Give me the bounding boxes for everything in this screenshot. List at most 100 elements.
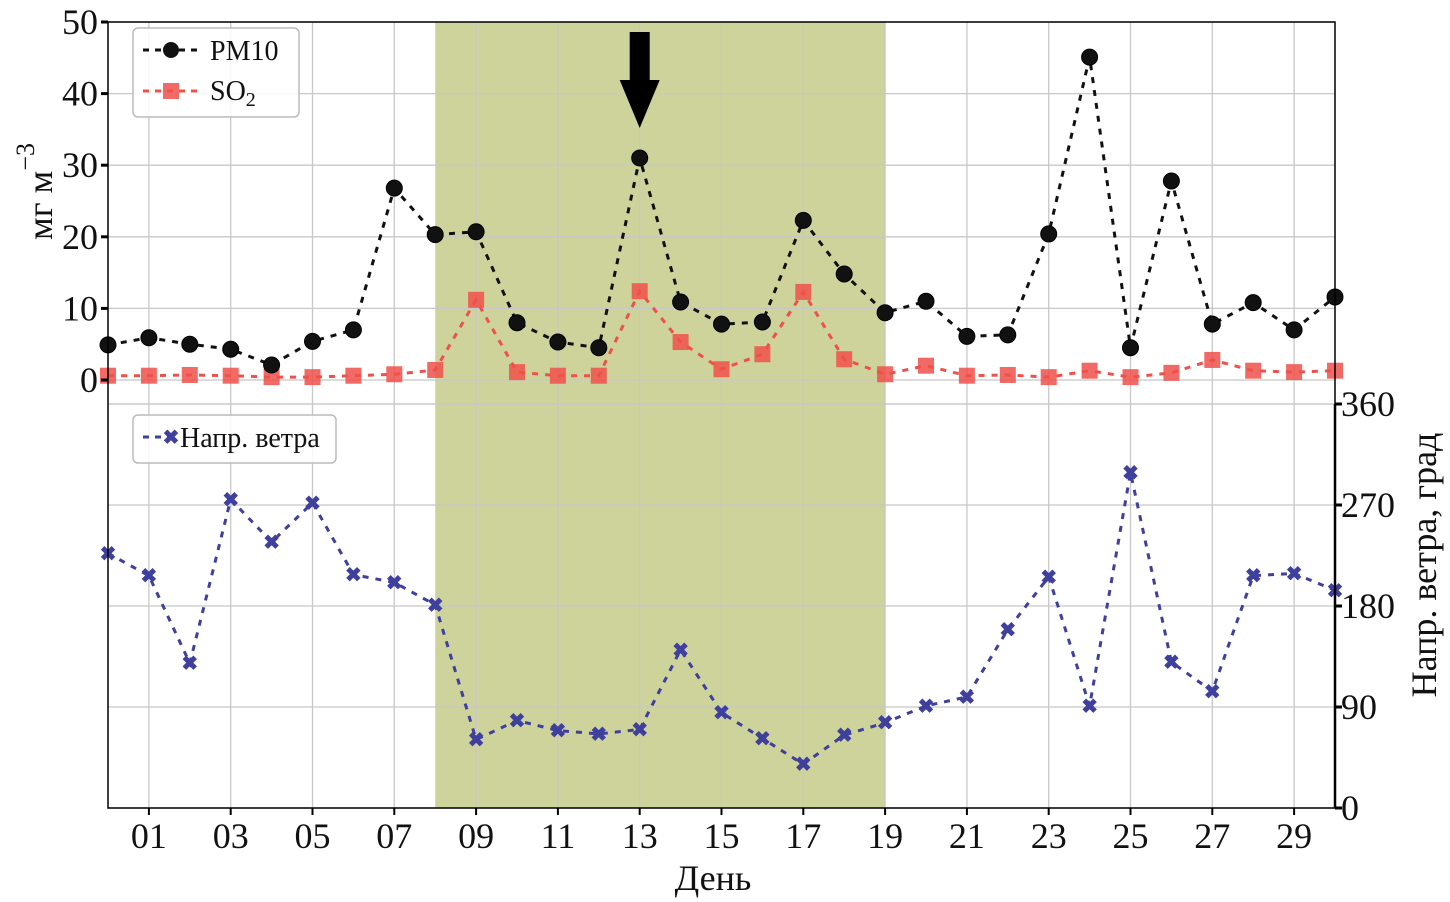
so2-point [1122,369,1139,386]
wind-point: ✖ [1204,681,1221,703]
wind-point: ✖ [222,489,239,511]
wind-point: ✖ [918,696,935,718]
x-tick-label: 05 [295,816,331,856]
wind-point: ✖ [877,713,894,735]
so2-point [222,367,239,384]
right-y-tick-label: 0 [1341,788,1359,828]
top-y-tick-label: 30 [62,145,98,185]
so2-point [1040,369,1057,386]
wind-point: ✖ [590,724,607,746]
wind-point: ✖ [141,566,158,588]
x-tick-label: 11 [541,816,576,856]
wind-point: ✖ [959,687,976,709]
highlight-span [435,22,886,808]
arrow-annotation [619,32,660,128]
wind-point: ✖ [754,728,771,750]
wind-point: ✖ [550,721,567,743]
pm10-point [344,321,362,339]
pm10-point [999,326,1017,344]
pm10-point [1244,294,1262,312]
pm10-point [958,327,976,345]
x-tick-label: 27 [1194,816,1230,856]
x-tick-label: 01 [131,816,167,856]
legend-top: PM10 SO2 [132,27,300,118]
so2-point [672,334,689,351]
wind-point: ✖ [386,572,403,594]
wind-point: ✖ [1163,652,1180,674]
so2-point [713,361,730,378]
wind-point: ✖ [1122,462,1139,484]
wind-point: ✖ [1081,696,1098,718]
so2-point [1286,364,1303,381]
so2-point [836,351,853,368]
x-tick-label: 09 [458,816,494,856]
x-tick-label: 25 [1113,816,1149,856]
x-tick-label: 23 [1031,816,1067,856]
so2-point [386,366,403,383]
so2-point [999,366,1016,383]
wind-point: ✖ [345,565,362,587]
legend-bottom: ✖ Напр. ветра [132,414,337,464]
pm10-point [385,179,403,197]
so2-point [1245,362,1262,379]
legend-so2: SO2 [210,76,256,111]
pm10-point [835,265,853,283]
wind-point: ✖ [1286,563,1303,585]
x-tick-label: 03 [213,816,249,856]
pm10-point [222,340,240,358]
so2-point [181,366,198,383]
so2-point [590,367,607,384]
wind-point: ✖ [999,620,1016,642]
so2-point [631,283,648,300]
wind-point: ✖ [836,725,853,747]
wind-point: ✖ [713,703,730,725]
top-y-tick-label: 40 [62,74,98,114]
wind-point: ✖ [304,493,321,515]
right-y-tick-label: 180 [1341,586,1395,626]
arrow-icon [619,32,660,128]
wind-point: ✖ [1245,566,1262,588]
pm10-point [794,211,812,229]
pm10-point [876,304,894,322]
x-tick-label: 17 [785,816,821,856]
so2-point [754,346,771,363]
pm10-point [1203,315,1221,333]
pm10-point [713,315,730,333]
right-y-tick-label: 360 [1341,384,1395,424]
pm10-point [590,339,608,357]
pm10-point [753,313,771,331]
so2-point [958,367,975,384]
x-tick-label: 29 [1276,816,1312,856]
so2-point [1081,362,1098,379]
pm10-point [917,292,935,310]
pm10-point [1285,321,1303,339]
so2-point [795,283,812,300]
right-y-axis-label: Напр. ветра, град [1404,433,1444,698]
wind-point: ✖ [672,640,689,662]
pm10-point [1081,48,1099,66]
so2-point [918,357,934,374]
pm10-point [1162,172,1180,190]
so2-point [468,291,485,308]
pm10-point [181,335,199,353]
so2-point [140,367,157,384]
highlight-rect [435,22,886,808]
wind-point: ✖ [468,730,485,752]
x-axis-label: День [675,858,752,898]
pm10-point [263,356,281,374]
right-y-tick-label: 90 [1341,687,1377,727]
series-layer: ✖✖✖✖✖✖✖✖✖✖✖✖✖✖✖✖✖✖✖✖✖✖✖✖✖✖✖✖✖✖✖ [99,48,1344,776]
x-tick-label: 13 [622,816,658,856]
wind-point: ✖ [795,754,812,776]
pm10-point [631,149,649,167]
so2-point [345,367,362,384]
x-tick-label: 19 [867,816,903,856]
grid [108,21,1335,809]
top-y-tick-label: 0 [80,360,98,400]
pm10-point [549,333,567,351]
top-y-tick-label: 20 [62,217,98,257]
so2-point [304,369,321,386]
wind-point: ✖ [1040,567,1057,589]
so2-point [549,367,566,384]
